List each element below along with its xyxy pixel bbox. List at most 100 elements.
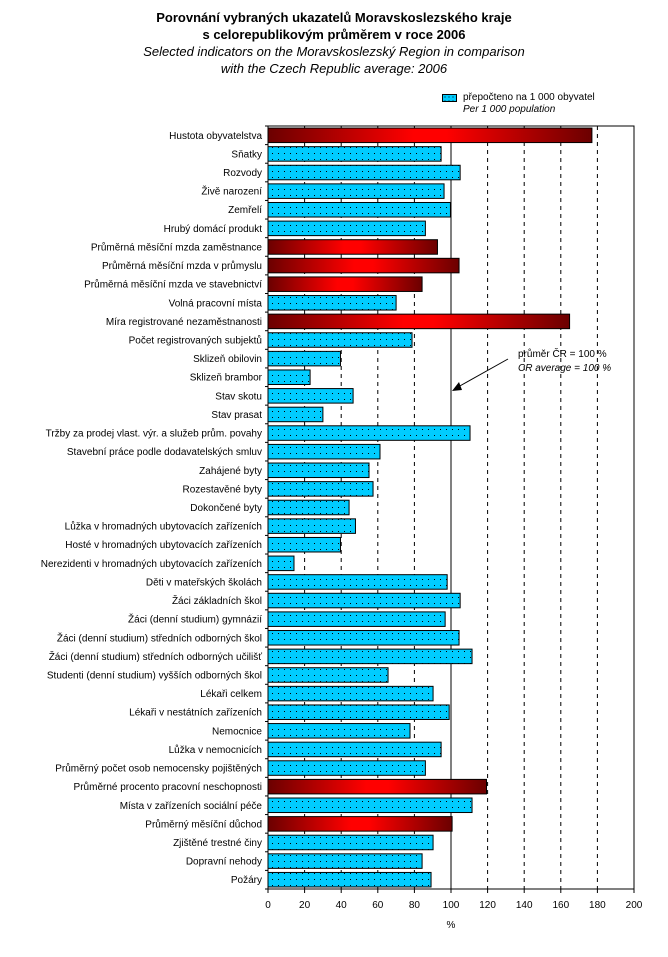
category-label: Žáci (denní studium) středních odborných… (49, 650, 263, 663)
category-label: Lůžka v hromadných ubytovacích zařízeníc… (65, 521, 262, 533)
bar-18 (267, 462, 370, 479)
chart-title-line-1: Porovnání vybraných ukazatelů Moravskosl… (156, 10, 512, 25)
category-label: Lůžka v nemocnicích (169, 744, 262, 756)
bar-24 (267, 574, 448, 590)
x-tick-label: 0 (265, 900, 271, 911)
x-tick-label: 80 (409, 900, 421, 911)
category-label: Volná pracovní místa (169, 298, 263, 309)
legend-label: přepočteno na 1 000 obyvatel (463, 92, 595, 103)
bar-38 (267, 834, 434, 851)
category-label: Studenti (denní studium) vyšších odborný… (47, 670, 262, 681)
category-label: Žáci základních škol (172, 594, 262, 607)
chart-subtitle-line-1: Selected indicators on the Moravskoslezs… (143, 44, 525, 59)
annotation-arrow-head-icon (452, 382, 462, 391)
bar-3 (267, 183, 445, 199)
category-label: Stav skotu (215, 391, 262, 402)
x-tick-label: 120 (479, 900, 496, 911)
bars (267, 127, 593, 888)
category-label: Sňatky (231, 149, 262, 160)
bar-23 (267, 555, 295, 572)
x-tick-label: 40 (336, 900, 348, 911)
category-label: Zemřelí (228, 205, 262, 216)
category-label: Hustota obyvatelstva (169, 131, 262, 142)
category-label: Sklizeň obilovin (193, 354, 262, 365)
category-label: Průměrné procento pracovní neschopnosti (74, 781, 262, 793)
bar-40 (267, 871, 432, 888)
category-label: Rozvody (223, 168, 262, 179)
bar-33 (267, 741, 442, 758)
bar-16 (267, 425, 471, 441)
bar-28 (267, 648, 473, 665)
category-label: Děti v mateřských školách (146, 577, 262, 588)
category-label: Průměrná měsíční mzda zaměstnance (91, 241, 263, 253)
bar-30 (267, 685, 434, 702)
bar-31 (267, 704, 450, 720)
x-tick-label: 160 (552, 900, 569, 911)
category-label: Průměrný měsíční důchod (145, 818, 262, 830)
category-label: Míra registrované nezaměstnanosti (106, 317, 262, 328)
category-label: Stav prasat (211, 410, 262, 421)
bar-9 (267, 295, 397, 311)
x-tick-labels: 0 20 40 60 80 100 120 140 160 180 200 (265, 900, 643, 911)
bar-26 (267, 611, 446, 627)
bar-36 (267, 797, 473, 814)
x-tick-label: 20 (299, 900, 311, 911)
annotation-text-en: CR average = 100 % (518, 363, 611, 374)
bar-8 (267, 276, 423, 292)
bar-13 (267, 369, 311, 385)
bar-29 (267, 667, 389, 683)
category-label: Lékaři celkem (200, 689, 262, 700)
category-label: Průměrný počet osob nemocensky pojištěný… (55, 763, 262, 775)
category-label: Dopravní nehody (186, 857, 262, 868)
x-tick-label: 200 (626, 900, 643, 911)
bar-2 (267, 164, 461, 181)
category-labels: Hustota obyvatelstva Sňatky Rozvody Živě na… (41, 131, 263, 886)
category-label: Hosté v hromadných ubytovacích zařízeníc… (65, 540, 262, 551)
x-axis-label: % (447, 920, 456, 931)
bar-4 (267, 201, 451, 218)
bar-37 (267, 816, 453, 832)
bar-32 (267, 723, 411, 739)
category-label: Místa v zařízeních sociální péče (120, 801, 263, 812)
category-label: Zahájené byty (199, 466, 262, 477)
bar-20 (267, 499, 350, 516)
category-label: Počet registrovaných subjektů (129, 335, 262, 347)
category-label: Živě narození (201, 185, 262, 198)
bar-21 (267, 518, 356, 534)
bar-27 (267, 630, 460, 646)
bar-25 (267, 592, 461, 609)
category-label: Žáci (denní studium) gymnázií (128, 613, 262, 626)
bar-35 (267, 778, 487, 795)
axes (265, 125, 635, 893)
bar-19 (267, 481, 374, 497)
category-label: Průměrná měsíční mzda ve stavebnictví (84, 279, 262, 291)
annotation: průměr ČR = 100 % CR average = 100 % (452, 347, 611, 391)
category-label: Nemocnice (212, 726, 262, 737)
category-label: Požáry (231, 875, 262, 886)
category-label: Zjištěné trestné činy (173, 838, 262, 849)
bar-10 (267, 313, 571, 330)
category-label: Průměrná měsíční mzda v průmyslu (102, 260, 262, 272)
x-tick-label: 100 (443, 900, 460, 911)
category-label: Dokončené byty (190, 503, 262, 514)
category-label: Sklizeň brambor (190, 373, 263, 384)
annotation-text: průměr ČR = 100 % (518, 347, 607, 360)
bar-34 (267, 760, 426, 776)
bar-12 (267, 350, 341, 367)
bar-6 (267, 239, 438, 255)
category-label: Nerezidenti v hromadných ubytovacích zař… (41, 559, 262, 570)
bar-5 (267, 220, 426, 237)
category-label: Rozestavěné byty (183, 484, 263, 495)
chart-subtitle-line-2: with the Czech Republic average: 2006 (220, 61, 448, 76)
category-label: Žáci (denní studium) středních odborných… (57, 631, 262, 644)
bar-1 (267, 146, 442, 162)
category-label: Hrubý domácí produkt (164, 224, 263, 235)
category-label: Lékaři v nestátních zařízeních (129, 708, 262, 719)
chart-title-line-2: s celorepublikovým průměrem v roce 2006 (202, 27, 466, 42)
annotation-arrow-line (457, 358, 509, 388)
category-label: Tržby za prodej vlast. výr. a služeb prů… (46, 428, 262, 440)
legend-swatch-per-capita (442, 94, 457, 102)
bar-39 (267, 853, 423, 869)
bar-22 (267, 536, 341, 553)
